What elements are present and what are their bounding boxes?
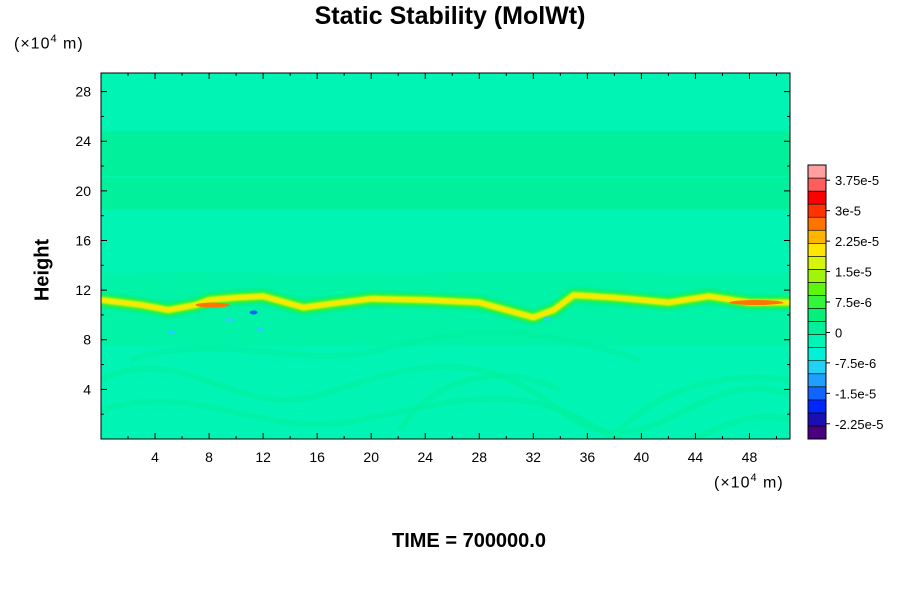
colorbar-swatch [807,229,827,244]
colorbar-tick-label: 7.5e-6 [835,295,872,310]
heatmap-swirl [129,329,641,363]
colorbar-swatch [807,373,827,388]
colorbar-tick-label: -2.25e-5 [835,417,883,432]
colorbar-swatch [807,269,827,283]
colorbar-tick-label: 1.5e-5 [835,265,872,280]
heatmap-swirl [101,395,790,439]
plot-area [101,73,790,439]
y-unit-rest: m) [57,35,84,53]
x-tick-label: 48 [742,449,758,465]
x-tick-label: 12 [255,449,271,465]
x-axis-unit: (×104 m) [714,472,784,492]
heatmap-wisp [101,246,790,258]
colorbar-swatch [807,177,827,192]
x-tick-label: 28 [471,449,487,465]
colorbar-swatch [807,386,827,401]
x-tick-label: 40 [634,449,650,465]
heatmap-field [101,73,790,439]
heatmap-swirl [101,363,790,436]
negative-spot [225,317,234,322]
y-unit-exponent: 4 [50,33,58,45]
negative-spot [249,310,258,315]
tropopause-core [729,300,784,306]
colorbar: 3.75e-5 3e-5 2.25e-5 1.5e-5 7.5e-6 0 -7.5e-6 -1… [807,164,883,440]
colorbar-swatch [807,347,827,362]
y-unit-base: (×10 [14,35,51,53]
x-unit-rest: m) [757,474,784,492]
colorbar-swatch [807,360,827,375]
colorbar-swatch [807,190,827,205]
colorbar-swatch [807,412,827,427]
heatmap-swirl [397,372,562,432]
plot-frame [100,72,791,440]
y-tick-label: 28 [75,84,91,100]
heatmap-wisp [101,264,790,277]
colorbar-swatch [807,399,827,414]
y-tick-label: 24 [75,133,91,149]
y-tick-label: 16 [75,232,91,248]
heatmap-background [101,73,790,439]
chart-title: Static Stability (MolWt) [314,2,586,30]
y-tick-label: 8 [83,332,91,348]
x-tick-label: 20 [363,449,379,465]
colorbar-swatch [807,295,827,309]
tropopause-band [101,293,790,319]
x-tick-label: 44 [688,449,704,465]
time-label: TIME = 700000.0 [392,530,546,552]
colorbar-swatch [807,425,827,440]
y-axis-unit: (×104 m) [14,33,84,53]
colorbar-tick-label: 0 [835,325,842,340]
colorbar-tick-label: 2.25e-5 [835,234,879,249]
colorbar-swatch [807,334,827,348]
negative-spot [256,327,265,332]
heatmap-swirl [617,374,790,433]
x-tick-label: 32 [526,449,542,465]
colorbar-swatch [807,203,827,218]
y-tick-label: 4 [83,381,91,397]
y-tick-label: 20 [75,183,91,199]
x-tick-label: 4 [151,449,159,465]
x-tick-label: 16 [309,449,325,465]
colorbar-tick-label: -1.5e-5 [835,386,876,401]
heatmap-upper-layer [101,131,790,210]
colorbar-swatch [807,321,827,335]
tropopause-core [195,302,230,308]
x-tick-label: 8 [205,449,213,465]
y-tick-label: 12 [75,282,91,298]
colorbar-tick-label: -7.5e-6 [835,356,876,371]
x-tick-label: 36 [580,449,596,465]
colorbar-swatch [807,256,827,270]
heatmap-upper-streak [101,175,790,178]
x-unit-base: (×10 [714,474,751,492]
colorbar-tick-label: 3e-5 [835,204,861,219]
colorbar-swatch [807,242,827,257]
colorbar-tick-label: 3.75e-5 [835,173,879,188]
negative-spot [167,330,176,335]
negative-spot [542,316,551,321]
x-tick-label: 24 [417,449,433,465]
colorbar-swatch [807,164,827,179]
heatmap-wisp [101,220,790,235]
colorbar-swatch [807,216,827,231]
colorbar-swatch [807,282,827,296]
x-unit-exponent: 4 [750,472,758,484]
colorbar-swatch [807,308,827,322]
